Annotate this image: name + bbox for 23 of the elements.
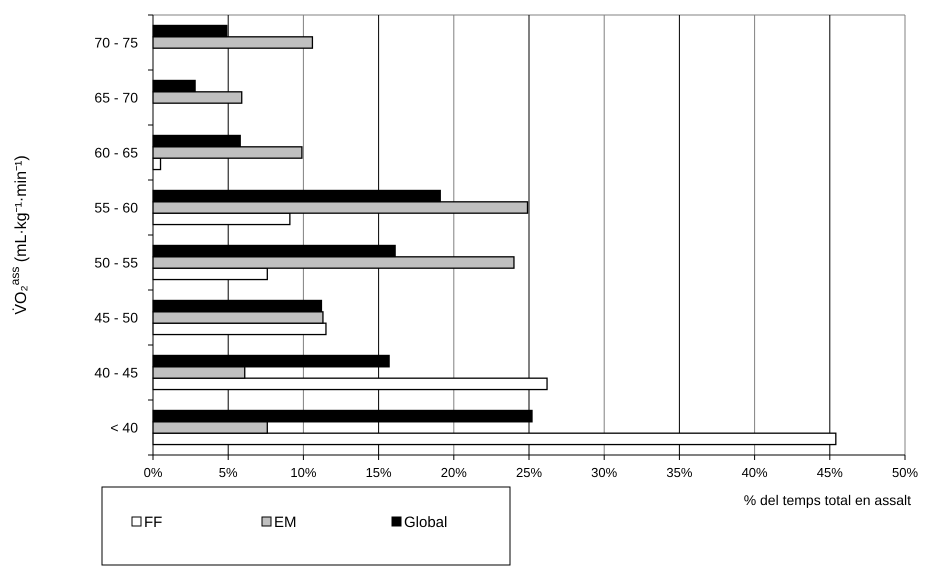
x-tick-label: 0% [144, 465, 163, 480]
legend-label: FF [144, 514, 162, 531]
legend-label: EM [274, 514, 296, 531]
x-tick-label: 20% [440, 465, 468, 480]
y-tick-label: 50 - 55 [94, 254, 138, 270]
x-tick-label: 15% [366, 465, 392, 480]
y-tick-label: 60 - 65 [94, 144, 138, 160]
y-tick-label: < 40 [110, 420, 138, 436]
x-tick-label: 5% [218, 465, 238, 480]
y-tick-label: 55 - 60 [94, 200, 138, 216]
y-tick-label: 40 - 45 [94, 364, 138, 380]
x-tick-label: 35% [666, 465, 693, 480]
x-tick-label: 40% [742, 465, 768, 480]
x-tick-label: 30% [591, 465, 618, 480]
y-tick-label: 65 - 70 [94, 90, 138, 106]
y-tick-label: 70 - 75 [94, 34, 138, 50]
y-tick-label: 45 - 50 [94, 310, 138, 326]
x-tick-label: 10% [290, 465, 317, 480]
x-tick-label: 50% [892, 465, 918, 480]
x-axis-title: % del temps total en assalt [744, 492, 912, 508]
x-tick-label: 45% [816, 465, 844, 480]
legend-label: Global [404, 514, 448, 531]
x-tick-label: 25% [516, 465, 542, 480]
